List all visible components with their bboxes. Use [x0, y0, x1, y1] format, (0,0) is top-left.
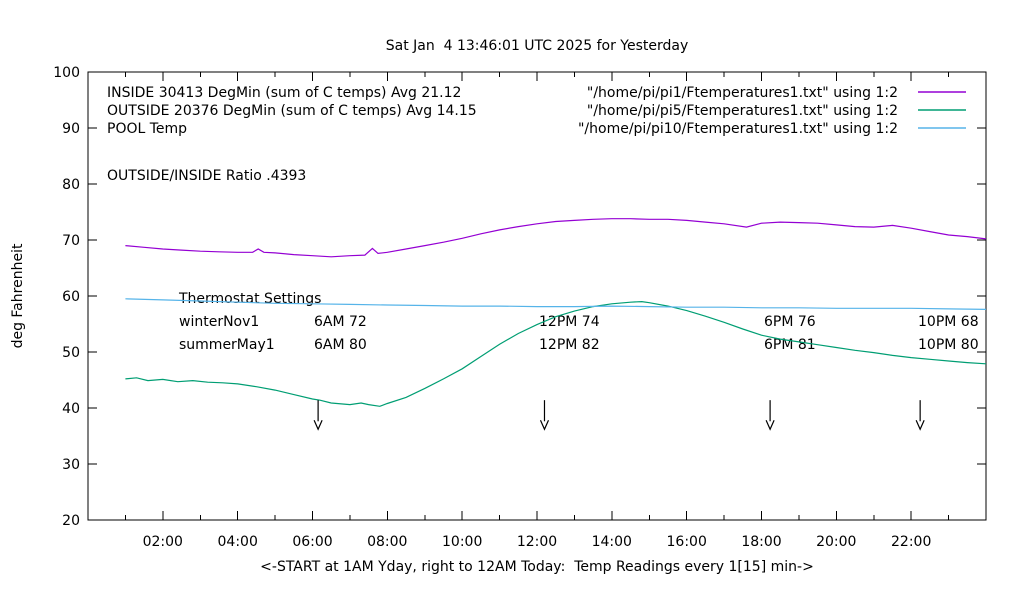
thermostat-winter-6am: 6AM 72 [314, 314, 367, 330]
chart-title: Sat Jan 4 13:46:01 UTC 2025 for Yesterda… [386, 38, 689, 54]
thermostat-summer-6am: 6AM 80 [314, 337, 367, 353]
thermostat-summer-12pm: 12PM 82 [539, 337, 600, 353]
x-tick-label: 10:00 [442, 534, 482, 550]
thermostat-winter-6pm: 6PM 76 [764, 314, 816, 330]
legend-source-outside: "/home/pi/pi5/Ftemperatures1.txt" using … [587, 103, 898, 119]
y-tick-label: 20 [62, 513, 80, 529]
x-tick-label: 02:00 [143, 534, 183, 550]
axis-tick-labels: 02:00 04:00 06:00 08:00 10:00 12:00 14:00 16:00… [53, 65, 931, 550]
y-tick-label: 30 [62, 457, 80, 473]
series-lines [125, 218, 987, 407]
y-tick-label: 60 [62, 289, 80, 305]
thermostat-settings-block: Thermostat Settings winterNov1 6AM 72 12… [178, 291, 979, 353]
plot-frame [87, 71, 987, 521]
down-arrow-marker [313, 400, 323, 431]
y-tick-label: 100 [53, 65, 80, 81]
x-tick-label: 20:00 [816, 534, 856, 550]
y-axis-label: deg Fahrenheit [10, 243, 26, 348]
x-tick-label: 22:00 [891, 534, 931, 550]
series-line-pool [125, 298, 987, 310]
x-tick-label: 08:00 [367, 534, 407, 550]
outside-inside-ratio-label: OUTSIDE/INSIDE Ratio .4393 [107, 168, 306, 184]
x-tick-label: 06:00 [292, 534, 332, 550]
x-tick-label: 12:00 [517, 534, 557, 550]
y-tick-label: 90 [62, 121, 80, 137]
x-tick-label: 16:00 [667, 534, 707, 550]
down-arrow-marker [765, 400, 775, 431]
x-tick-label: 04:00 [218, 534, 258, 550]
legend-label-outside: OUTSIDE 20376 DegMin (sum of C temps) Av… [107, 103, 477, 119]
down-arrow-marker [915, 400, 925, 431]
series-line-outside [125, 300, 987, 407]
thermostat-winter-name: winterNov1 [179, 314, 259, 330]
thermostat-summer-name: summerMay1 [179, 337, 275, 353]
x-tick-label: 14:00 [592, 534, 632, 550]
thermostat-winter-12pm: 12PM 74 [539, 314, 600, 330]
legend-label-pool: POOL Temp [107, 121, 187, 137]
legend-source-inside: "/home/pi/pi1/Ftemperatures1.txt" using … [587, 85, 898, 101]
x-axis-label: <-START at 1AM Yday, right to 12AM Today… [260, 559, 814, 575]
y-tick-label: 80 [62, 177, 80, 193]
down-arrow-marker [539, 400, 550, 431]
legend-label-inside: INSIDE 30413 DegMin (sum of C temps) Avg… [107, 85, 461, 101]
series-line-inside [125, 218, 987, 258]
thermostat-settings-title: Thermostat Settings [178, 291, 321, 307]
time-marker-arrows [313, 400, 925, 431]
thermostat-summer-6pm: 6PM 81 [764, 337, 816, 353]
legend-source-pool: "/home/pi/pi10/Ftemperatures1.txt" using… [578, 121, 898, 137]
legend: INSIDE 30413 DegMin (sum of C temps) Avg… [107, 85, 966, 137]
thermostat-winter-10pm: 10PM 68 [918, 314, 979, 330]
y-tick-label: 70 [62, 233, 80, 249]
thermostat-summer-10pm: 10PM 80 [918, 337, 979, 353]
y-tick-label: 50 [62, 345, 80, 361]
y-tick-label: 40 [62, 401, 80, 417]
x-tick-label: 18:00 [741, 534, 781, 550]
